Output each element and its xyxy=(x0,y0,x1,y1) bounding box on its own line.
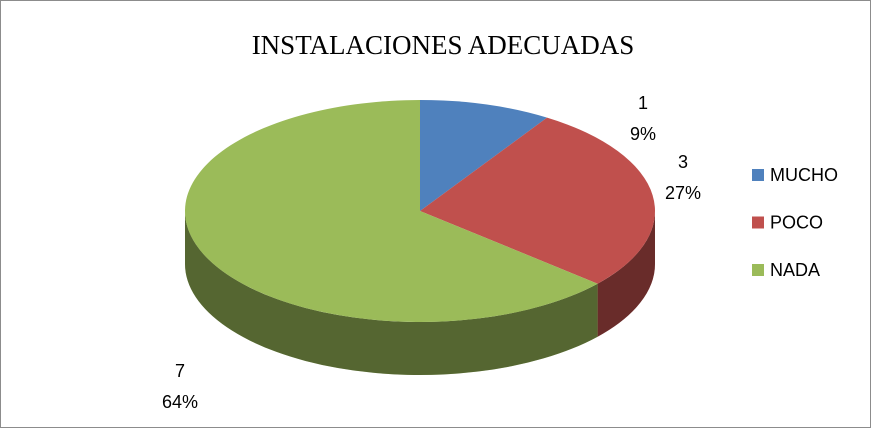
legend-label: POCO xyxy=(770,212,823,232)
slice-side xyxy=(185,211,598,375)
legend-label: NADA xyxy=(770,260,820,280)
slice xyxy=(185,100,598,322)
chart-title: INSTALACIONES ADECUADAS xyxy=(252,30,635,60)
percent-label: 64% xyxy=(162,392,198,412)
slice xyxy=(420,100,548,211)
slice-side-shade xyxy=(597,211,655,337)
legend-label: MUCHO xyxy=(770,165,838,185)
data-label: 3 xyxy=(678,152,688,172)
percent-label: 9% xyxy=(630,124,656,144)
slice xyxy=(420,117,655,284)
data-label: 7 xyxy=(175,361,185,381)
percent-label: 27% xyxy=(665,183,701,203)
slice-side xyxy=(597,211,655,337)
legend-swatch xyxy=(752,264,764,276)
data-label: 1 xyxy=(638,93,648,113)
slice-side-shade xyxy=(185,211,598,375)
legend-swatch xyxy=(752,169,764,181)
legend-swatch xyxy=(752,216,764,229)
